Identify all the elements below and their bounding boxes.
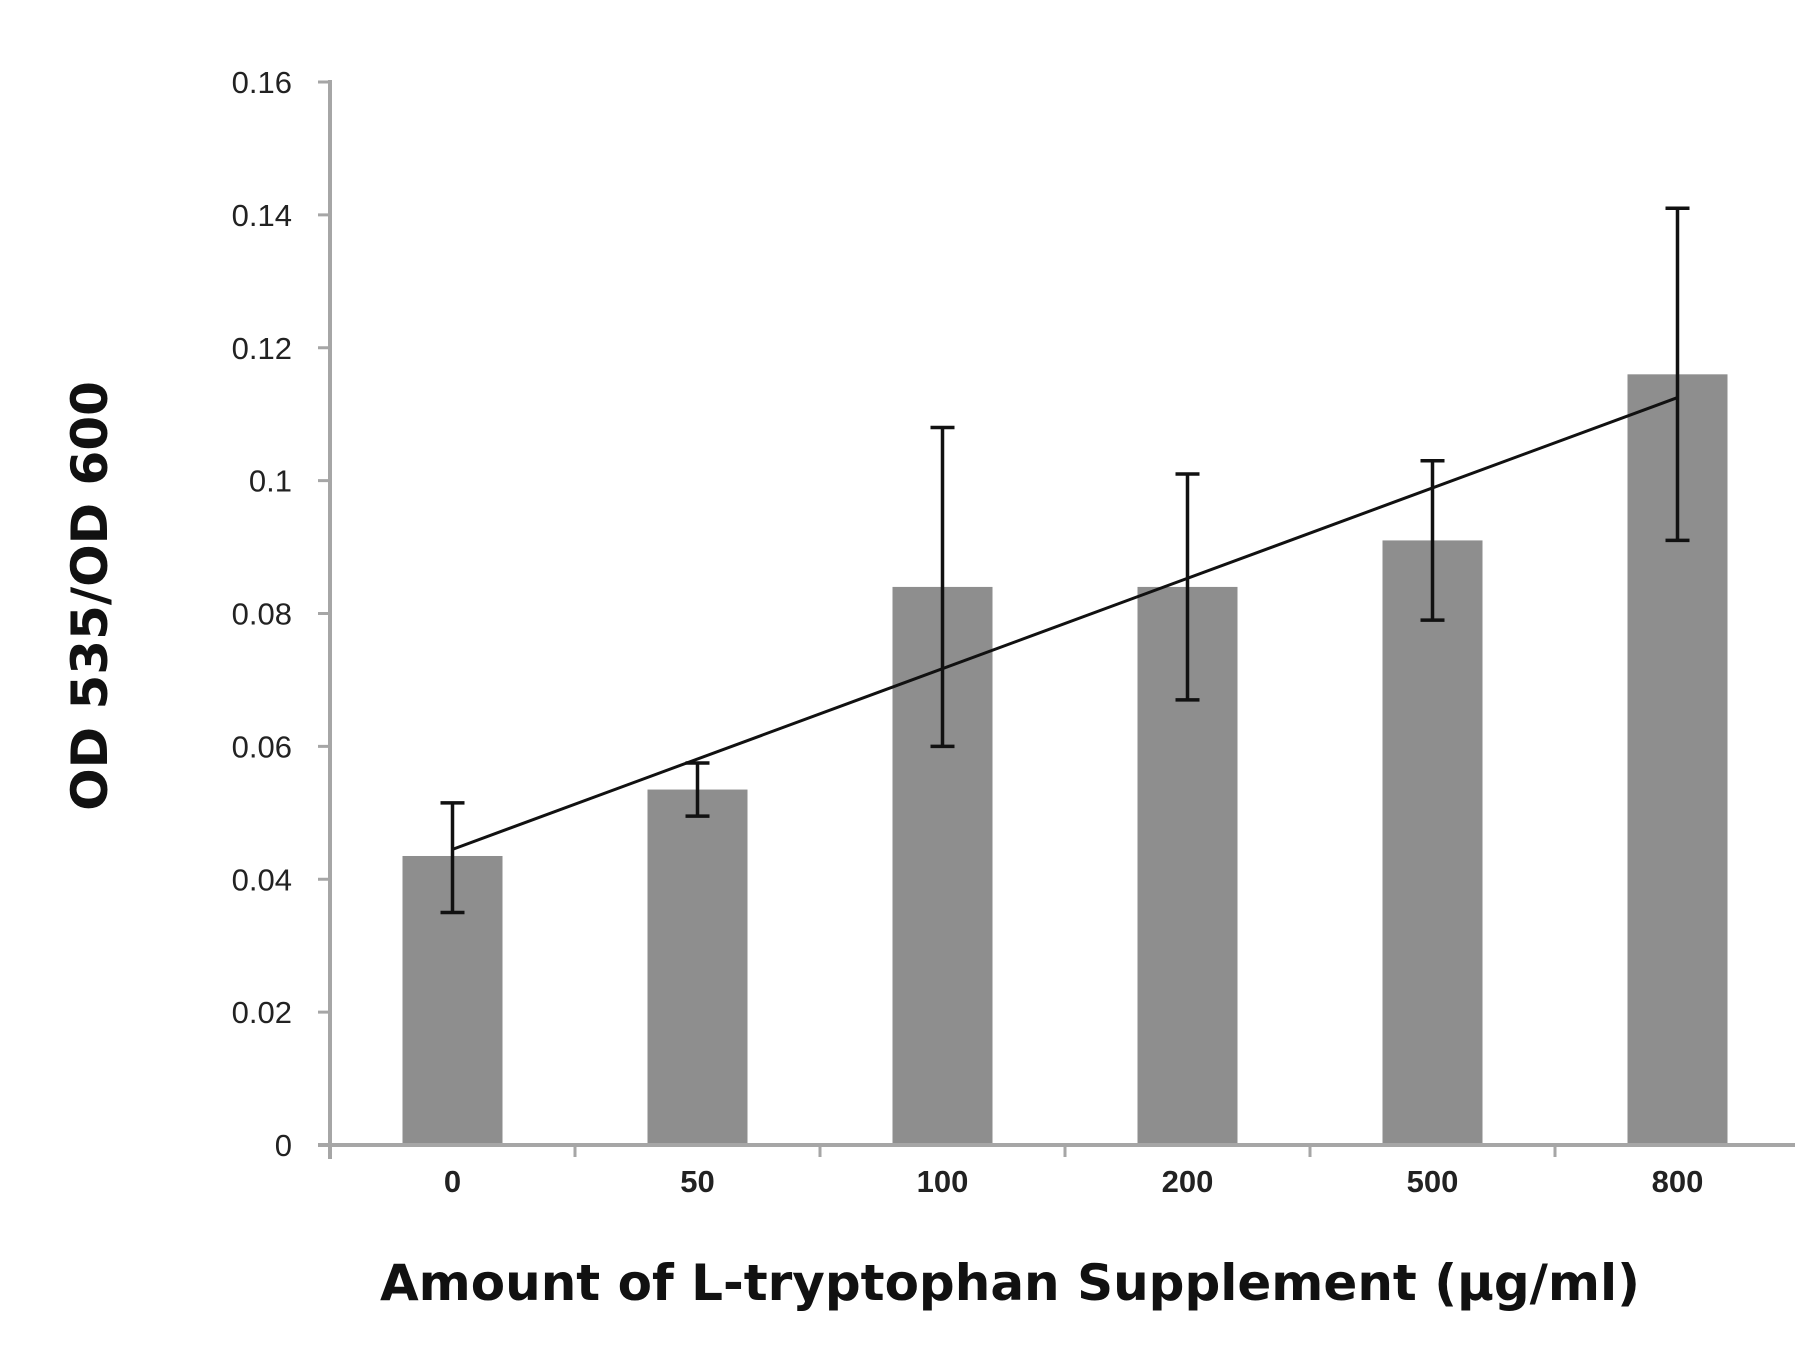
error-bar-500 xyxy=(1420,458,1445,622)
x-tick-label: 500 xyxy=(1407,1164,1459,1199)
bars xyxy=(402,374,1728,1145)
y-tick-label: 0.06 xyxy=(232,729,292,764)
y-tick-label: 0.08 xyxy=(232,597,292,632)
x-tick-label: 0 xyxy=(444,1164,461,1199)
error-bar-800 xyxy=(1665,206,1690,543)
error-bar-0 xyxy=(440,801,465,915)
x-tick-label: 800 xyxy=(1652,1164,1704,1199)
x-tick-label: 50 xyxy=(680,1164,714,1199)
axes xyxy=(318,80,1795,1159)
error-bar-200 xyxy=(1175,472,1200,702)
y-tick-label: 0 xyxy=(275,1128,292,1163)
bar-50 xyxy=(647,789,748,1145)
x-category-labels: 0 50 100 200 500 800 xyxy=(444,1164,1703,1199)
x-tick-label: 200 xyxy=(1162,1164,1214,1199)
x-axis-title: Amount of L-tryptophan Supplement (µg/ml… xyxy=(380,1254,1640,1312)
y-tick-label: 0.02 xyxy=(232,995,292,1030)
error-bar-100 xyxy=(930,425,955,749)
bar-500 xyxy=(1382,540,1483,1145)
y-tick-label: 0.1 xyxy=(249,464,292,499)
y-tick-label: 0.12 xyxy=(232,331,292,366)
y-tick-label: 0.14 xyxy=(232,198,292,233)
trendline-line xyxy=(451,396,1679,851)
y-ticks: 0 0.02 0.04 0.06 0.08 0.1 0.12 0.14 0.16 xyxy=(232,65,330,1163)
x-tick-label: 100 xyxy=(917,1164,969,1199)
y-tick-label: 0.16 xyxy=(232,65,292,100)
y-tick-label: 0.04 xyxy=(232,862,292,897)
error-bars xyxy=(440,206,1690,915)
y-axis-title: OD 535/OD 600 xyxy=(61,381,119,811)
trendline xyxy=(451,396,1679,851)
error-bar-50 xyxy=(685,761,710,818)
